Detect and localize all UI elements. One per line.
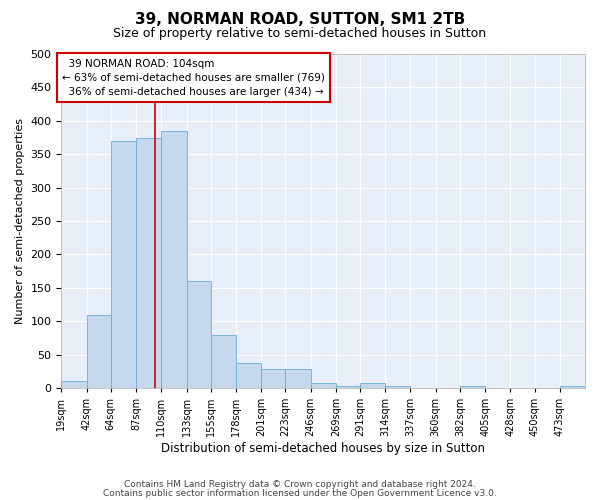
Bar xyxy=(187,281,211,388)
Bar xyxy=(211,334,236,388)
Bar xyxy=(311,382,336,388)
Bar xyxy=(161,131,187,388)
Bar xyxy=(136,138,161,388)
Bar xyxy=(560,386,585,388)
Bar xyxy=(86,314,111,388)
Text: Contains HM Land Registry data © Crown copyright and database right 2024.: Contains HM Land Registry data © Crown c… xyxy=(124,480,476,489)
Bar xyxy=(61,382,86,388)
Bar xyxy=(111,141,136,388)
Bar xyxy=(460,386,485,388)
Bar xyxy=(236,362,261,388)
Bar xyxy=(261,370,286,388)
Text: 39, NORMAN ROAD, SUTTON, SM1 2TB: 39, NORMAN ROAD, SUTTON, SM1 2TB xyxy=(135,12,465,28)
Text: Size of property relative to semi-detached houses in Sutton: Size of property relative to semi-detach… xyxy=(113,28,487,40)
Bar xyxy=(336,386,360,388)
Bar xyxy=(360,382,385,388)
X-axis label: Distribution of semi-detached houses by size in Sutton: Distribution of semi-detached houses by … xyxy=(161,442,485,455)
Bar xyxy=(385,386,410,388)
Text: Contains public sector information licensed under the Open Government Licence v3: Contains public sector information licen… xyxy=(103,488,497,498)
Y-axis label: Number of semi-detached properties: Number of semi-detached properties xyxy=(15,118,25,324)
Text: 39 NORMAN ROAD: 104sqm
← 63% of semi-detached houses are smaller (769)
  36% of : 39 NORMAN ROAD: 104sqm ← 63% of semi-det… xyxy=(62,58,325,96)
Bar xyxy=(286,370,311,388)
